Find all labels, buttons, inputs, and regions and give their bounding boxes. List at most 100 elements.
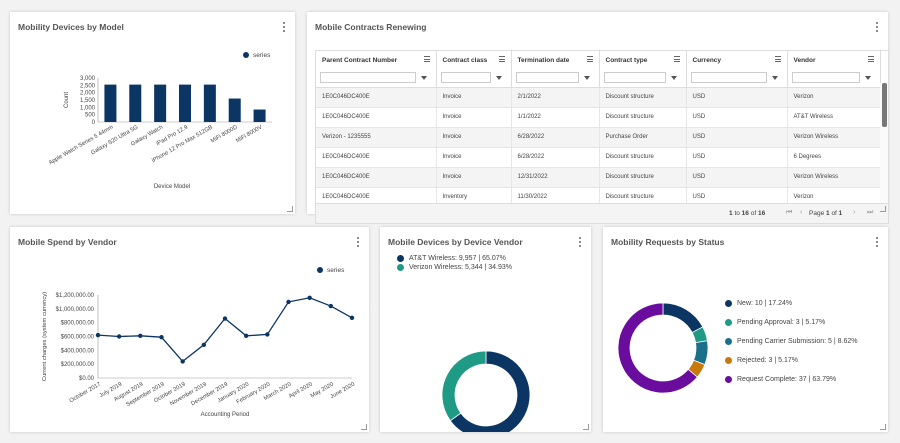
data-point[interactable] [222, 316, 228, 321]
resize-handle-icon[interactable] [287, 206, 293, 212]
previous-page-icon[interactable]: ‹ [800, 209, 803, 216]
legend-marker [397, 264, 404, 271]
more-options-icon[interactable] [279, 21, 289, 33]
data-point[interactable] [243, 333, 249, 339]
legend-label: Pending Approval: 3 | 5.17% [737, 319, 826, 326]
x-tick-label: April 2020 [288, 382, 314, 400]
donut-chart [441, 350, 531, 432]
table-cell: Verizon - 1235555 [316, 127, 437, 148]
resize-handle-icon[interactable] [361, 424, 367, 430]
page-summary: Page 1 of 1 [809, 210, 843, 217]
column-filter-input[interactable] [690, 72, 767, 84]
filter-icon[interactable] [771, 75, 778, 80]
column-menu-icon[interactable] [498, 56, 505, 62]
column-menu-icon[interactable] [867, 56, 874, 62]
bar[interactable] [154, 84, 167, 122]
more-options-icon[interactable] [575, 236, 585, 248]
column-filter-input[interactable] [603, 72, 666, 84]
table-cell: Discount structure [599, 87, 687, 108]
legend-label[interactable]: series [253, 52, 271, 59]
resize-handle-icon[interactable] [880, 206, 886, 212]
filter-icon[interactable] [583, 75, 590, 80]
y-tick-label: $600,000.00 [61, 335, 95, 341]
resize-handle-icon[interactable] [880, 424, 886, 430]
column-filter-input[interactable] [440, 72, 491, 84]
data-point[interactable] [180, 359, 185, 364]
x-tick-label: June 2020 [330, 382, 356, 401]
bar[interactable] [104, 84, 117, 122]
filter-icon[interactable] [670, 75, 677, 80]
data-point[interactable] [307, 295, 312, 300]
more-options-icon[interactable] [872, 236, 882, 248]
donut-slice[interactable] [441, 350, 487, 422]
legend-item[interactable]: Request Complete: 37 | 63.79% [725, 376, 858, 383]
resize-handle-icon[interactable] [583, 424, 589, 430]
series-line [97, 297, 353, 363]
filter-cell [599, 69, 687, 88]
bar[interactable] [253, 109, 266, 122]
legend-item[interactable]: Pending Carrier Submission: 5 | 8.62% [725, 338, 858, 345]
column-header[interactable]: Contract type [599, 51, 687, 69]
data-point[interactable] [138, 333, 143, 339]
more-options-icon[interactable] [872, 21, 882, 33]
column-menu-icon[interactable] [586, 56, 593, 62]
data-point[interactable] [286, 299, 291, 305]
last-page-icon[interactable]: ⏭ [867, 209, 874, 216]
bar-chart: 3,0002,5002,0001,5001,0005000CountApple … [48, 52, 272, 190]
column-menu-icon[interactable] [423, 56, 430, 62]
legend-item[interactable]: AT&T Wireless: 9,957 | 65.07% [397, 255, 512, 262]
more-options-icon[interactable] [353, 236, 363, 248]
bar[interactable] [203, 84, 216, 122]
first-page-icon[interactable]: ⏮ [786, 209, 793, 216]
legend-label: New: 10 | 17.24% [737, 300, 793, 307]
column-menu-icon[interactable] [673, 56, 680, 62]
legend-item[interactable]: New: 10 | 17.24% [725, 300, 858, 307]
data-point[interactable] [201, 342, 207, 347]
y-tick-label: 1,000 [80, 105, 96, 111]
column-filter-input[interactable] [791, 72, 860, 84]
table-row[interactable]: 1E0C046DC400E Invoice 6/28/2022 Discount st… [316, 147, 881, 168]
data-point[interactable] [265, 332, 270, 337]
table-row[interactable]: 1E0C046DC400E Invoice 2/1/2022 Discount str… [316, 87, 881, 108]
data-point[interactable] [116, 334, 122, 339]
legend-marker [243, 52, 249, 58]
bar[interactable] [179, 84, 191, 122]
donut-slice[interactable] [449, 350, 531, 432]
column-header[interactable]: Currency [686, 51, 788, 69]
column-header[interactable]: Parent Contract Number [316, 51, 437, 69]
column-header[interactable]: Contract class [436, 51, 512, 69]
data-point[interactable] [95, 332, 101, 338]
legend-label[interactable]: series [327, 267, 345, 274]
legend-marker [725, 376, 732, 383]
donut-slice[interactable] [662, 302, 704, 334]
column-header[interactable]: Termination date [511, 51, 600, 69]
legend-item[interactable]: Rejected: 3 | 5.17% [725, 357, 858, 364]
bar[interactable] [129, 84, 142, 122]
donut-slice[interactable] [617, 302, 698, 394]
column-filter-input[interactable] [320, 72, 416, 84]
table-row[interactable]: 1E0C046DC400E Inventory 11/30/2022 Discount… [316, 187, 881, 208]
data-point[interactable] [159, 334, 164, 340]
filter-icon[interactable] [495, 75, 502, 80]
table-cell: 1E0C046DC400E [316, 87, 437, 108]
legend-item[interactable]: Pending Approval: 3 | 5.17% [725, 319, 858, 326]
data-point[interactable] [328, 303, 334, 309]
legend-item[interactable]: Verizon Wireless: 5,344 | 34.93% [397, 264, 512, 271]
next-page-icon[interactable]: › [853, 209, 856, 216]
table-row[interactable]: Verizon - 1235555 Invoice 6/28/2022 Purchas… [316, 127, 881, 148]
data-point[interactable] [349, 315, 355, 321]
table-row[interactable]: 1E0C046DC400E Invoice 12/31/2022 Discount s… [316, 167, 881, 188]
panel-title: Mobility Devices by Model [18, 22, 124, 32]
pagination-bar: 1 to 16 of 16 ⏮ ‹ Page 1 of 1 › ⏭ [316, 203, 888, 223]
bar[interactable] [228, 98, 241, 122]
filter-icon[interactable] [420, 75, 427, 80]
scrollbar-thumb[interactable] [882, 83, 887, 127]
filter-icon[interactable] [864, 75, 871, 80]
column-filter-input[interactable] [515, 72, 579, 84]
column-header[interactable]: Vendor [787, 51, 881, 69]
column-menu-icon[interactable] [774, 56, 781, 62]
legend-label: Pending Carrier Submission: 5 | 8.62% [737, 338, 858, 345]
scrollbar-track[interactable] [880, 83, 888, 203]
table-row[interactable]: 1E0C046DC400E Invoice 1/1/2022 Discount str… [316, 107, 881, 128]
contracts-grid: Parent Contract Number Contract class Term… [315, 50, 889, 224]
